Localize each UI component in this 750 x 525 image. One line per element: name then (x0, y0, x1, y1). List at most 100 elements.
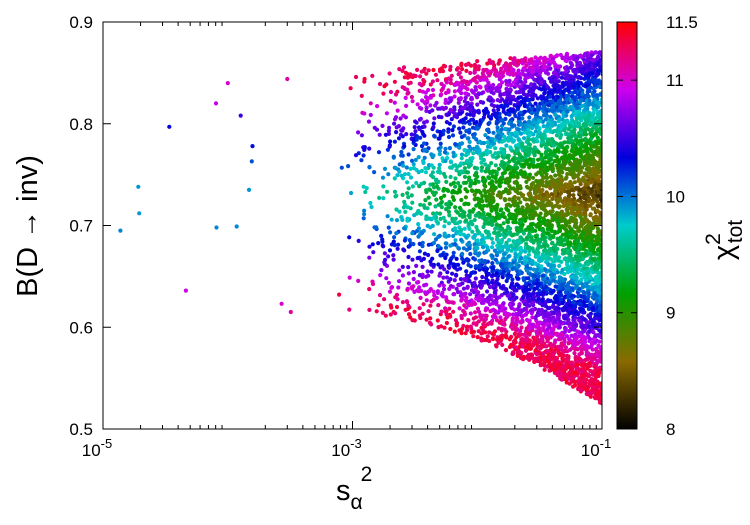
data-point (250, 144, 255, 149)
data-point (565, 282, 571, 287)
data-point (383, 132, 388, 137)
data-point (400, 192, 405, 197)
data-point (418, 74, 423, 79)
data-point (452, 105, 457, 110)
data-point (403, 95, 408, 100)
data-point (400, 68, 405, 73)
data-point (426, 252, 431, 258)
data-point (485, 110, 490, 115)
data-point (359, 133, 364, 138)
data-point (423, 198, 428, 203)
data-point (521, 231, 527, 236)
data-point (594, 361, 599, 366)
data-point (471, 113, 476, 118)
data-point (453, 238, 458, 243)
data-point (441, 275, 446, 280)
data-point (438, 195, 444, 201)
data-point (593, 50, 599, 55)
data-point (472, 121, 477, 126)
data-point (523, 155, 528, 160)
data-point (406, 186, 411, 191)
data-point (400, 85, 405, 90)
data-point (435, 248, 440, 254)
data-point (500, 342, 505, 347)
data-point (488, 95, 493, 100)
data-point (454, 272, 459, 277)
data-point (514, 322, 519, 327)
data-point (586, 113, 592, 118)
data-point (528, 272, 533, 277)
data-point (379, 268, 384, 273)
data-point (458, 96, 464, 101)
data-point (556, 124, 561, 129)
data-point (410, 231, 415, 236)
data-point (451, 309, 456, 314)
data-point (579, 224, 584, 229)
data-point (417, 249, 422, 254)
data-point (450, 128, 455, 133)
data-point (535, 96, 541, 101)
data-point (437, 67, 443, 72)
data-point (562, 242, 567, 247)
data-point (588, 368, 593, 374)
data-point (472, 217, 477, 223)
data-point (485, 212, 490, 217)
data-point (436, 303, 441, 308)
data-point (469, 117, 474, 122)
data-point (518, 285, 524, 290)
data-point (392, 117, 398, 122)
data-point (441, 215, 446, 220)
data-point (486, 281, 491, 286)
data-point (527, 115, 532, 120)
data-point (507, 197, 512, 202)
data-point (470, 229, 475, 234)
data-point (382, 166, 388, 171)
data-point (598, 138, 602, 143)
data-point (494, 121, 499, 126)
data-point (425, 269, 430, 274)
data-point (526, 293, 531, 298)
data-point (428, 316, 433, 321)
data-point (572, 180, 578, 185)
data-point (439, 292, 444, 297)
data-point (591, 388, 596, 393)
data-point (578, 233, 583, 239)
data-point (548, 298, 553, 303)
data-point (551, 305, 557, 310)
data-point (586, 225, 591, 230)
data-point (510, 351, 515, 357)
data-point (458, 184, 463, 189)
data-point (467, 242, 472, 247)
data-point (498, 69, 503, 74)
data-point (471, 151, 476, 156)
data-point (456, 181, 461, 186)
data-point (458, 75, 464, 80)
data-point (494, 179, 499, 184)
data-point (507, 238, 512, 243)
data-point (288, 309, 293, 315)
data-point (490, 261, 495, 266)
data-point (466, 201, 471, 207)
data-point (432, 116, 437, 121)
data-point (442, 193, 447, 198)
data-point (487, 175, 492, 181)
data-point (523, 56, 528, 61)
data-point (422, 251, 427, 256)
data-point (585, 366, 590, 371)
data-point (522, 136, 527, 141)
data-point (465, 324, 470, 329)
data-point (412, 318, 417, 323)
data-point (167, 124, 172, 129)
data-point (517, 302, 522, 307)
data-point (495, 125, 500, 130)
data-point (505, 269, 510, 274)
data-point (347, 307, 352, 312)
data-point (508, 145, 513, 150)
data-point (535, 278, 540, 283)
data-point (461, 286, 466, 291)
data-point (435, 78, 440, 83)
data-point (435, 290, 440, 295)
data-point (526, 141, 531, 147)
data-point (466, 136, 471, 141)
data-point (466, 164, 471, 169)
